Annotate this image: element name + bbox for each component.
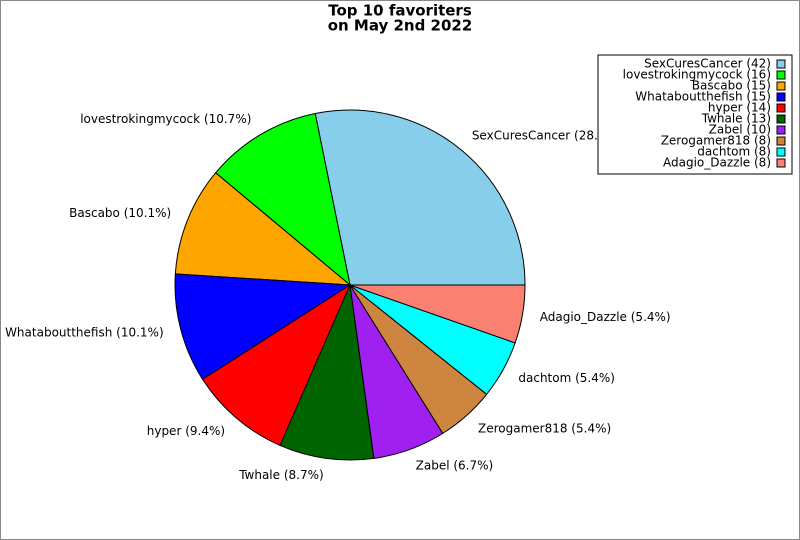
slice-label: Adagio_Dazzle (5.4%)	[540, 310, 671, 324]
chart-title: on May 2nd 2022	[328, 17, 473, 35]
legend-box	[597, 54, 793, 175]
legend-swatch	[776, 103, 786, 113]
legend-swatch	[776, 125, 786, 135]
legend-swatch	[776, 92, 786, 102]
legend-label: Zerogamer818 (8)	[661, 134, 771, 148]
pie-slice	[349, 284, 526, 344]
slice-label: Whataboutthefish (10.1%)	[5, 326, 164, 340]
slice-label: Bascabo (10.1%)	[69, 206, 171, 220]
pie-slice	[279, 283, 375, 461]
pie-slice	[314, 109, 526, 286]
slice-label: hyper (9.4%)	[147, 424, 225, 438]
legend-swatch	[776, 136, 786, 146]
legend-swatch	[776, 114, 786, 124]
legend-label: Bascabo (15)	[692, 79, 771, 93]
legend-swatch	[776, 59, 786, 69]
slice-label: lovestrokingmycock (10.7%)	[80, 112, 251, 126]
legend-swatch	[776, 147, 786, 157]
legend: SexCuresCancer (42)lovestrokingmycock (1…	[597, 54, 793, 175]
slice-label: Zabel (6.7%)	[416, 458, 494, 472]
slice-label: Zerogamer818 (5.4%)	[478, 421, 611, 435]
pie-slice	[201, 283, 352, 447]
pie-slice	[214, 112, 351, 287]
legend-label: hyper (14)	[708, 101, 771, 115]
legend-label: Zabel (10)	[709, 123, 771, 137]
slice-label: SexCuresCancer (28.2%)	[472, 128, 622, 142]
pie-slice	[174, 172, 352, 286]
legend-label: Twhale (13)	[701, 112, 771, 126]
pie	[174, 109, 526, 461]
legend-label: dachtom (8)	[697, 145, 771, 159]
legend-label: Whataboutthefish (15)	[635, 90, 771, 104]
chart-title: Top 10 favoriters	[328, 2, 472, 20]
legend-label: SexCuresCancer (42)	[644, 57, 771, 71]
legend-swatch	[776, 70, 786, 80]
legend-label: Adagio_Dazzle (8)	[663, 156, 771, 170]
legend-label: lovestrokingmycock (16)	[623, 68, 771, 82]
pie-slice	[174, 273, 352, 381]
slice-label: dachtom (5.4%)	[518, 371, 615, 385]
legend-swatch	[776, 81, 786, 91]
legend-swatch	[776, 158, 786, 168]
slice-label: Twhale (8.7%)	[238, 468, 324, 482]
slice-labels: SexCuresCancer (28.2%) lovestrokingmycock…	[5, 112, 671, 482]
